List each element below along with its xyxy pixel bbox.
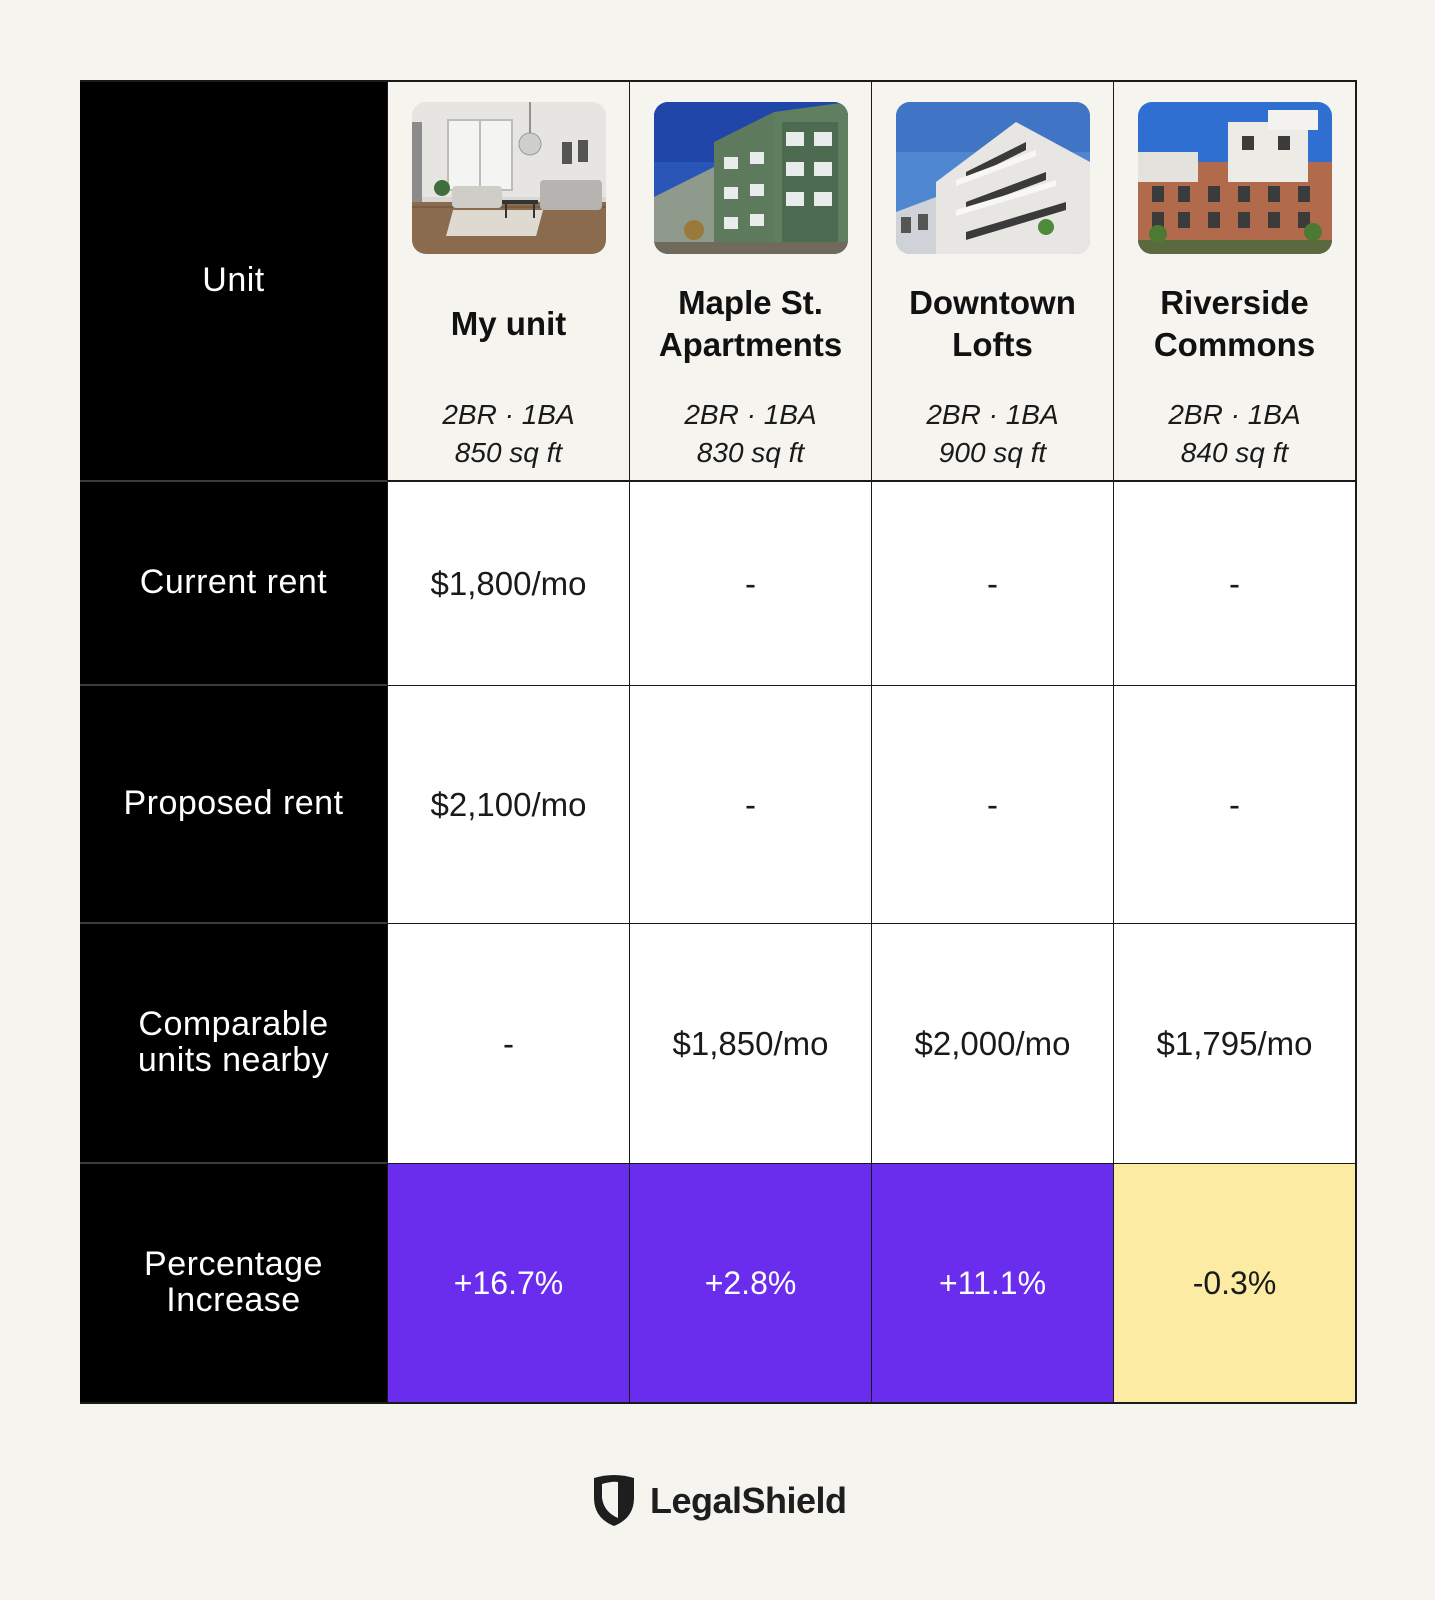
unit-beds-baths: 2BR · 1BA <box>684 399 817 430</box>
green-apartment-building-photo <box>653 102 848 254</box>
row-header-label: Comparable units nearby <box>137 1005 330 1079</box>
current-rent-downtown-lofts: - <box>871 482 1113 686</box>
unit-column-maple-st: Maple St. Apartments 2BR · 1BA 830 sq ft <box>629 82 871 482</box>
shield-icon <box>594 1475 634 1526</box>
comparable-maple-st: $1,850/mo <box>629 924 871 1164</box>
unit-size: 830 sq ft <box>696 437 805 468</box>
row-header-label: Current rent <box>139 563 328 602</box>
row-header-label: Proposed rent <box>123 784 344 823</box>
row-header-label: Percentage Increase <box>144 1245 323 1319</box>
unit-column-downtown-lofts: Downtown Lofts 2BR · 1BA 900 sq ft <box>871 82 1113 482</box>
proposed-rent-my-unit: $2,100/mo <box>387 686 629 924</box>
unit-name: My unit <box>450 305 567 342</box>
comparable-riverside-commons: $1,795/mo <box>1113 924 1355 1164</box>
legalshield-logo: LegalShield <box>590 1474 847 1528</box>
unit-size: 840 sq ft <box>1180 437 1289 468</box>
living-room-photo <box>411 102 606 254</box>
percentage-maple-st: +2.8% <box>629 1164 871 1402</box>
unit-name: Riverside Commons <box>1153 284 1316 363</box>
unit-name: Maple St. Apartments <box>658 284 843 363</box>
percentage-my-unit: +16.7% <box>387 1164 629 1402</box>
unit-name: Downtown Lofts <box>909 284 1076 363</box>
current-rent-maple-st: - <box>629 482 871 686</box>
comparable-my-unit: - <box>387 924 629 1164</box>
row-header-label: Unit <box>202 261 265 300</box>
row-header-comparable: Comparable units nearby <box>80 924 387 1164</box>
percentage-riverside-commons: -0.3% <box>1113 1164 1355 1402</box>
unit-beds-baths: 2BR · 1BA <box>1168 399 1301 430</box>
unit-column-riverside-commons: Riverside Commons 2BR · 1BA 840 sq ft <box>1113 82 1355 482</box>
unit-size: 850 sq ft <box>454 437 563 468</box>
row-header-proposed-rent: Proposed rent <box>80 686 387 924</box>
proposed-rent-riverside-commons: - <box>1113 686 1355 924</box>
unit-beds-baths: 2BR · 1BA <box>926 399 1059 430</box>
brick-apartment-building-photo <box>1137 102 1332 254</box>
current-rent-my-unit: $1,800/mo <box>387 482 629 686</box>
logo-wordmark: LegalShield <box>650 1480 847 1521</box>
unit-beds-baths: 2BR · 1BA <box>442 399 575 430</box>
percentage-downtown-lofts: +11.1% <box>871 1164 1113 1402</box>
unit-size: 900 sq ft <box>938 437 1047 468</box>
proposed-rent-downtown-lofts: - <box>871 686 1113 924</box>
row-header-unit: Unit <box>80 82 387 482</box>
row-header-percentage: Percentage Increase <box>80 1164 387 1402</box>
proposed-rent-maple-st: - <box>629 686 871 924</box>
current-rent-riverside-commons: - <box>1113 482 1355 686</box>
unit-column-my-unit: My unit 2BR · 1BA 850 sq ft <box>387 82 629 482</box>
row-header-current-rent: Current rent <box>80 482 387 686</box>
modern-loft-building-photo <box>895 102 1090 254</box>
rent-comparison-table: Unit M <box>80 80 1357 1404</box>
comparable-downtown-lofts: $2,000/mo <box>871 924 1113 1164</box>
